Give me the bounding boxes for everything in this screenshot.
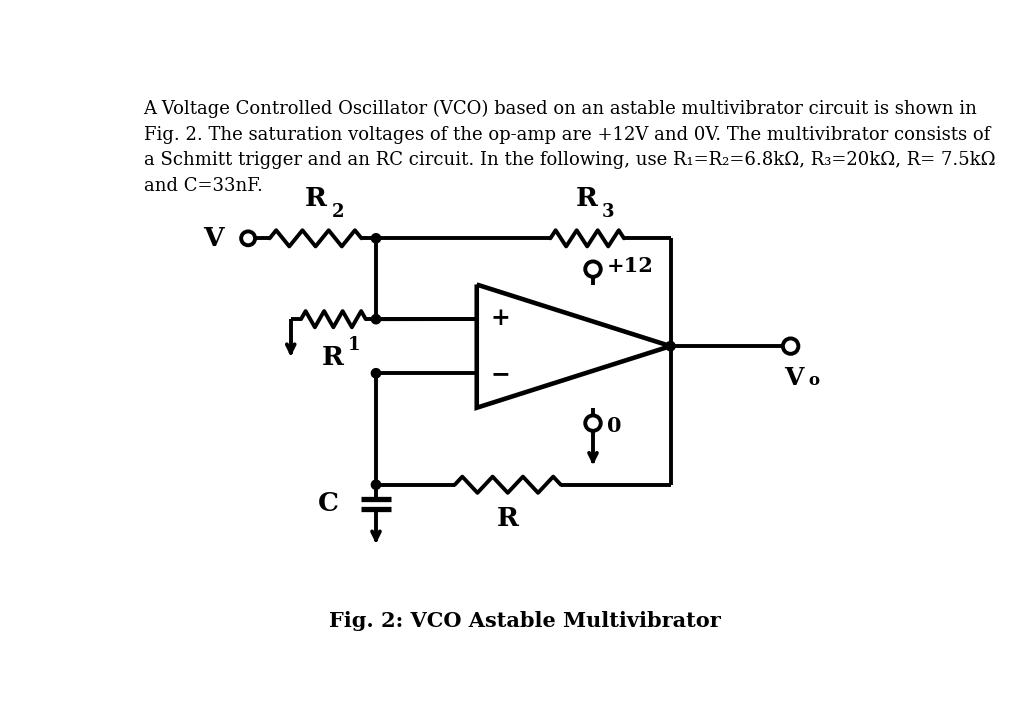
Text: R: R: [497, 505, 519, 531]
Circle shape: [666, 342, 675, 351]
Text: V: V: [203, 226, 223, 251]
Text: V: V: [784, 366, 804, 390]
Text: +: +: [490, 306, 510, 330]
Text: −: −: [490, 362, 510, 386]
Text: A Voltage Controlled Oscillator (VCO) based on an astable multivibrator circuit : A Voltage Controlled Oscillator (VCO) ba…: [143, 100, 995, 195]
Circle shape: [241, 231, 255, 245]
Circle shape: [372, 369, 381, 378]
Circle shape: [372, 234, 381, 243]
Circle shape: [783, 339, 799, 354]
Circle shape: [372, 315, 381, 323]
Text: 3: 3: [602, 203, 614, 221]
Circle shape: [372, 480, 381, 490]
Text: R: R: [322, 344, 344, 370]
Text: Fig. 2: VCO Astable Multivibrator: Fig. 2: VCO Astable Multivibrator: [329, 611, 721, 631]
Text: C: C: [317, 492, 339, 516]
Text: R: R: [305, 186, 327, 212]
Circle shape: [586, 261, 601, 277]
Text: R: R: [575, 186, 597, 212]
Text: 0: 0: [607, 416, 622, 436]
Circle shape: [586, 415, 601, 431]
Text: +12: +12: [607, 256, 654, 276]
Text: o: o: [808, 372, 819, 388]
Text: 2: 2: [332, 203, 344, 221]
Text: 1: 1: [348, 336, 360, 354]
